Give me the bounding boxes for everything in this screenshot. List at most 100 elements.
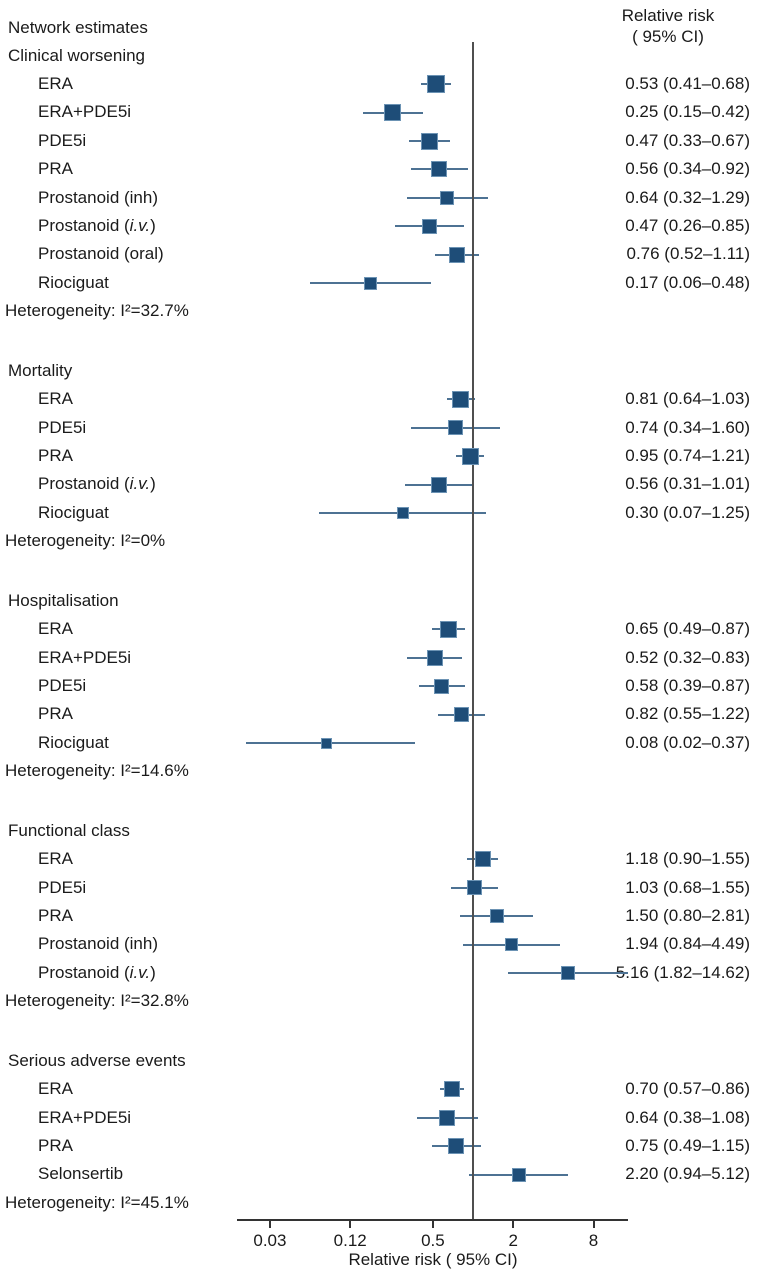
rr-value: 1.18 (0.90–1.55) [625,849,750,869]
x-axis-tick-label: 2 [508,1230,518,1250]
row-label: PDE5i [38,877,87,897]
rr-marker [440,190,455,205]
rr-marker [420,132,438,150]
row-label: ERA [38,849,73,869]
heterogeneity-label: Heterogeneity: I²=32.7% [5,301,189,321]
row-label: ERA [38,619,73,639]
x-axis-tick [431,1220,434,1228]
row-label: ERA [38,74,73,93]
rr-value: 0.74 (0.34–1.60) [625,417,750,437]
section-title: Hospitalisation [8,591,119,611]
rr-marker [452,390,470,408]
rr-marker [504,938,518,952]
row-label: Riociguat [38,502,109,522]
row-label: PRA [38,159,73,179]
x-axis-label: Relative risk ( 95% CI) [348,1250,518,1269]
figure-title: Network estimates [8,18,148,37]
x-axis-tick-label: 0.5 [421,1230,445,1250]
row-label: PRA [38,906,73,925]
rr-marker [449,246,466,263]
row-label: ERA+PDE5i [38,1107,132,1127]
rr-marker [467,880,483,896]
rr-value: 0.76 (0.52–1.11) [626,244,751,264]
row-label: ERA+PDE5i [38,647,132,667]
row-label: PRA [38,1136,73,1155]
rr-value: 0.95 (0.74–1.21) [625,446,750,465]
rr-value: 0.70 (0.57–0.86) [625,1079,750,1099]
rr-value: 0.56 (0.31–1.01) [625,474,750,494]
rr-value: 0.64 (0.32–1.29) [625,187,750,207]
rr-marker [448,420,464,436]
row-label: Prostanoid (inh) [38,934,159,954]
rr-marker [561,966,576,980]
row-label: PDE5i [38,417,87,437]
section-title: Functional class [8,821,130,841]
rr-marker [434,678,449,694]
row-label: PRA [38,446,73,465]
rr-marker [439,1109,456,1126]
rr-value: 0.47 (0.26–0.85) [625,216,750,235]
rr-marker [461,447,479,465]
row-label: Prostanoid (oral) [38,244,164,264]
column-header-line2: ( 95% CI) [632,27,704,46]
row-label: PRA [38,704,73,724]
rr-value: 0.56 (0.34–0.92) [625,159,750,179]
rr-marker [427,75,446,94]
section-title: Mortality [8,361,73,381]
rr-marker [511,1167,526,1182]
row-label: Prostanoid (i.v.) [38,962,156,982]
x-axis-tick [592,1220,595,1228]
rr-marker [431,161,448,178]
x-axis-tick [512,1220,515,1228]
rr-marker [427,649,444,666]
rr-value: 0.65 (0.49–0.87) [625,619,750,639]
x-axis-tick [349,1220,352,1228]
relative-risk-column-header: Relative risk ( 95% CI) [560,5,776,47]
rr-value: 1.50 (0.80–2.81) [625,906,750,925]
rr-marker [397,507,410,519]
x-axis-tick-label: 0.12 [333,1230,367,1250]
rr-value: 0.52 (0.32–0.83) [625,647,750,667]
heterogeneity-label: Heterogeneity: I²=45.1% [5,1192,189,1212]
row-label: ERA+PDE5i [38,102,132,122]
rr-value: 2.20 (0.94–5.12) [625,1164,750,1184]
rr-value: 1.03 (0.68–1.55) [625,877,750,897]
row-label: ERA [38,389,73,409]
rr-marker [448,1138,465,1155]
rr-value: 0.08 (0.02–0.37) [625,732,750,752]
rr-marker [431,476,448,493]
heterogeneity-label: Heterogeneity: I²=32.8% [5,991,189,1011]
section-title: Serious adverse events [8,1051,186,1071]
rr-value: 0.53 (0.41–0.68) [625,74,750,93]
rr-value: 5.16 (1.82–14.62) [615,962,750,982]
rr-value: 0.25 (0.15–0.42) [625,102,750,122]
rr-value: 0.58 (0.39–0.87) [625,676,750,695]
section-title: Clinical worsening [8,46,146,65]
column-header-line1: Relative risk [621,6,715,25]
rr-marker [384,104,402,122]
rr-value: 0.82 (0.55–1.22) [625,704,750,724]
reference-line [472,42,475,1219]
rr-marker [489,909,504,924]
row-label: Prostanoid (inh) [38,187,159,207]
rr-value: 0.47 (0.33–0.67) [625,130,750,150]
row-label: PDE5i [38,676,87,695]
row-label: Prostanoid (i.v.) [38,216,156,235]
row-label: Riociguat [38,732,109,752]
x-axis-line [237,1218,628,1221]
row-label: Prostanoid (i.v.) [38,474,156,494]
x-axis-tick [268,1220,271,1228]
rr-marker [444,1081,461,1098]
row-label: ERA [38,1079,73,1099]
x-axis-tick-label: 8 [588,1230,599,1250]
rr-marker [474,851,491,868]
row-label: PDE5i [38,130,87,150]
rr-value: 0.17 (0.06–0.48) [625,272,750,292]
rr-value: 0.81 (0.64–1.03) [625,389,750,409]
rr-value: 0.64 (0.38–1.08) [625,1107,750,1127]
x-axis-tick-label: 0.03 [253,1230,287,1250]
rr-marker [321,737,333,749]
rr-marker [421,218,437,234]
rr-marker [439,620,457,638]
